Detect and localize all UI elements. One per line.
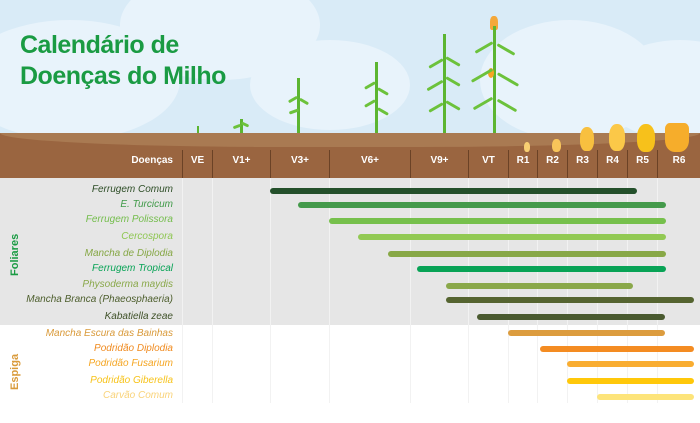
- disease-label: Physoderma maydis: [82, 279, 173, 290]
- stage-r1: R1: [508, 150, 537, 178]
- stage-v1: V1+: [212, 150, 270, 178]
- header-doencas-label: Doenças: [131, 155, 173, 166]
- disease-label: Ferrugem Polissora: [85, 214, 173, 225]
- disease-bar: [508, 330, 665, 336]
- stage-r2: R2: [537, 150, 567, 178]
- page-title: Calendário de Doenças do Milho: [20, 30, 226, 92]
- stage-r4: R4: [597, 150, 627, 178]
- disease-bar: [477, 314, 665, 320]
- disease-bar: [298, 202, 666, 208]
- disease-bar: [597, 394, 694, 400]
- disease-label: Podridão Giberella: [90, 375, 173, 386]
- stage-v9: V9+: [410, 150, 468, 178]
- title-line-1: Calendário de: [20, 31, 179, 59]
- stage-r5: R5: [627, 150, 657, 178]
- stage-r6: R6: [657, 150, 700, 178]
- disease-label: Podridão Diplodia: [94, 343, 173, 354]
- disease-bar: [567, 361, 694, 367]
- group-label-espiga: Espiga: [9, 353, 21, 390]
- disease-label: Mancha Escura das Bainhas: [45, 328, 173, 339]
- disease-label: Carvão Comum: [102, 390, 173, 401]
- disease-bar: [446, 283, 633, 289]
- disease-bar: [567, 378, 694, 384]
- disease-label: Mancha de Diplodia: [84, 248, 173, 259]
- kernel-r5-icon: [637, 124, 655, 152]
- plant-v9-icon: [424, 34, 464, 138]
- stage-header-row: Doenças VE V1+ V3+ V6+ V9+ VT R1 R2 R3 R…: [0, 150, 700, 178]
- kernel-r1-icon: [524, 142, 530, 152]
- disease-label: Mancha Branca (Phaeosphaeria): [26, 294, 173, 305]
- disease-label: Podridão Fusarium: [88, 358, 173, 369]
- disease-bar: [446, 297, 694, 303]
- stage-v3: V3+: [270, 150, 329, 178]
- kernel-r2-icon: [552, 139, 561, 152]
- plant-vt-icon: [468, 16, 524, 138]
- stage-r3: R3: [567, 150, 597, 178]
- disease-bar: [417, 266, 666, 272]
- disease-label: Ferrugem Tropical: [92, 263, 173, 274]
- disease-bar: [358, 234, 666, 240]
- disease-label: E. Turcicum: [120, 199, 173, 210]
- plant-v3-icon: [286, 78, 310, 138]
- disease-label: Cercospora: [121, 231, 173, 242]
- stage-vt: VT: [468, 150, 508, 178]
- disease-label: Kabatiella zeae: [104, 311, 173, 322]
- kernel-r4-icon: [609, 124, 625, 151]
- disease-bar: [329, 218, 666, 224]
- disease-label: Ferrugem Comum: [91, 184, 173, 195]
- disease-bar: [270, 188, 637, 194]
- stage-v6: V6+: [329, 150, 410, 178]
- disease-bar: [540, 346, 694, 352]
- stage-ve: VE: [182, 150, 212, 178]
- plant-v6-icon: [362, 62, 390, 138]
- group-label-foliares: Foliares: [9, 233, 21, 276]
- kernel-r6-icon: [665, 123, 689, 152]
- disease-bar: [388, 251, 666, 257]
- plant-v1-icon: [232, 115, 250, 137]
- title-line-2: Doenças do Milho: [20, 62, 226, 90]
- kernel-r3-icon: [580, 127, 594, 151]
